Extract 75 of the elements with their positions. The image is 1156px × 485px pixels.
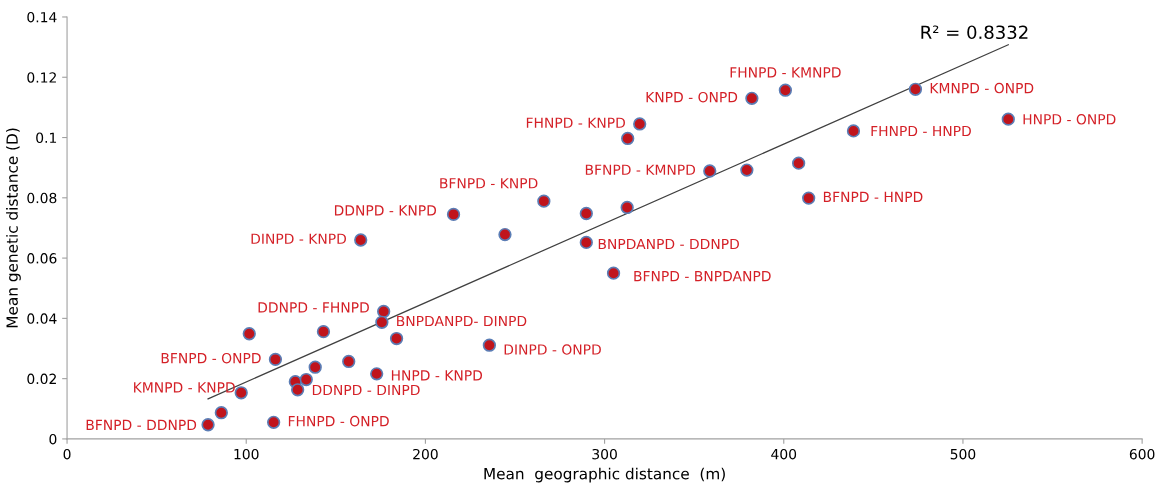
point (846, 124, 861, 138)
point (908, 82, 923, 96)
point (268, 352, 283, 367)
y-tick-label: 0.14 (27, 11, 57, 23)
point (342, 354, 356, 369)
point (482, 338, 497, 352)
annotation: FHNPD - KNPD (526, 117, 625, 128)
point (316, 324, 331, 339)
point (1001, 112, 1015, 126)
point (620, 200, 634, 215)
annotation: BFNPD - ONPD (161, 352, 261, 364)
annotation: DINPD - KNPD (251, 233, 347, 244)
annotation: DDNPD - DINPD (312, 384, 420, 396)
point (375, 315, 389, 329)
y-tick-label: 0.06 (27, 253, 57, 264)
annotation: KMNPD - KNPD (134, 382, 235, 393)
point (266, 415, 281, 429)
annotation: HNPD - ONPD (1023, 114, 1116, 125)
point (606, 266, 621, 280)
annotation: BFNPD - HNPD (823, 191, 923, 202)
y-axis-title: Mean genetic distance (D) (6, 128, 21, 328)
point (740, 163, 754, 177)
y-tick-label: 0.04 (27, 313, 57, 324)
point (377, 304, 391, 319)
x-axis-title: Mean geographic distance (m) (484, 467, 725, 483)
point (537, 194, 551, 208)
point (299, 372, 313, 387)
annotation: DDNPD - KNPD (334, 205, 437, 216)
point (621, 131, 635, 146)
point (370, 367, 384, 381)
point (778, 83, 793, 97)
annotation: BFNPD - DDNPD (86, 419, 197, 430)
annotation: BNPDANPD - DDNPD (598, 238, 739, 250)
annotation: HNPD - KNPD (391, 370, 483, 381)
x-tick-label: 400 (771, 448, 797, 460)
y-tick-label: 0.12 (27, 72, 56, 83)
point (242, 327, 256, 341)
point (791, 156, 806, 170)
annotation: FHNPD - KMNPD (730, 67, 841, 78)
point (802, 191, 816, 205)
point (579, 235, 593, 250)
point (201, 418, 215, 432)
annotation: BFNPD - KNPD (440, 178, 538, 189)
annotation: DINPD - ONPD (504, 344, 601, 355)
y-tick-label: 0 (49, 433, 57, 445)
x-tick-label: 500 (950, 448, 976, 460)
point (234, 386, 248, 400)
point (579, 206, 593, 221)
point (745, 91, 759, 105)
point (308, 360, 322, 374)
point (214, 406, 228, 420)
point (291, 383, 305, 397)
y-tick-label: 0.08 (27, 192, 57, 204)
annotation: FHNPD - ONPD (288, 415, 389, 427)
annotation: KMNPD - ONPD (930, 82, 1034, 94)
point (633, 117, 647, 131)
y-tick-label: 0.02 (27, 373, 56, 385)
x-tick-label: 300 (592, 448, 617, 460)
annotation: BNPDANPD- DINPD (397, 315, 527, 327)
y-tick-label: 0.1 (36, 132, 57, 144)
annotation: KNPD - ONPD (646, 91, 738, 103)
point (498, 227, 512, 242)
x-tick-label: 200 (413, 448, 438, 460)
annotation: FHNPD - HNPD (871, 126, 971, 137)
annotation: BFNPD - BNPDANPD (634, 271, 771, 282)
annotation: BFNPD - KMNPD (585, 164, 696, 175)
point (354, 233, 368, 247)
annotation: R² = 0.8332 (921, 25, 1028, 40)
x-tick-label: 100 (234, 448, 259, 460)
x-tick-label: 600 (1129, 448, 1155, 460)
point (703, 164, 717, 178)
x-tick-label: 0 (63, 448, 71, 460)
annotation: DDNPD - FHNPD (258, 302, 369, 313)
point (446, 207, 461, 222)
point (389, 331, 404, 346)
